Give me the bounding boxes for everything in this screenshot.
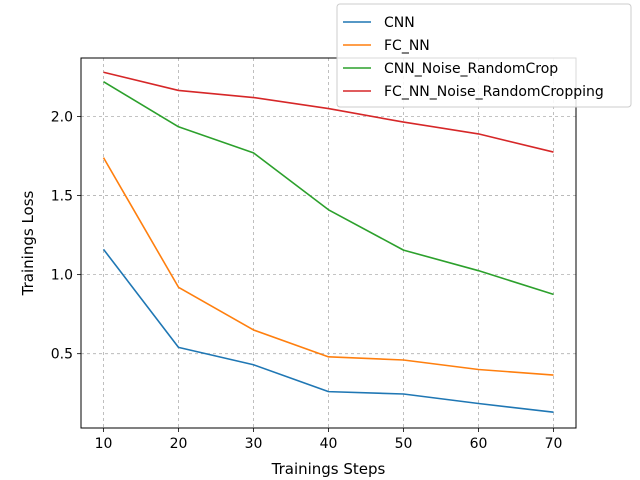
x-tick-label: 20: [170, 436, 188, 452]
y-tick-label: 0.5: [51, 347, 73, 363]
x-tick-label: 70: [545, 436, 563, 452]
legend-label: FC_NN_Noise_RandomCropping: [384, 84, 604, 100]
x-tick-label: 10: [95, 436, 113, 452]
x-tick-label: 50: [395, 436, 413, 452]
y-axis-label: Trainings Loss: [19, 190, 37, 296]
x-tick-label: 30: [245, 436, 263, 452]
x-axis-label: Trainings Steps: [271, 460, 386, 478]
y-tick-label: 2.0: [51, 110, 73, 126]
y-axis: 0.5 1.0 1.5 2.0: [51, 110, 81, 363]
x-axis: 10 20 30 40 50 60 70: [95, 428, 563, 452]
series-line-fc-nn: [102, 157, 554, 376]
legend-label: CNN_Noise_RandomCrop: [384, 61, 558, 77]
legend: CNN FC_NN CNN_Noise_RandomCrop FC_NN_Noise_…: [336, 3, 632, 108]
x-tick-label: 60: [470, 436, 488, 452]
series-line-fc-nn-noise-randomcropping: [103, 71, 554, 153]
y-tick-label: 1.0: [51, 268, 73, 284]
legend-box: [336, 3, 632, 108]
legend-label: CNN: [384, 15, 415, 31]
grid: [81, 58, 576, 428]
series-line-cnn-noise-randomcrop: [103, 81, 554, 296]
y-tick-label: 1.5: [51, 189, 73, 205]
legend-label: FC_NN: [384, 38, 430, 54]
series-group: [102, 71, 554, 413]
x-tick-label: 40: [320, 436, 338, 452]
series-line-cnn: [102, 248, 554, 413]
